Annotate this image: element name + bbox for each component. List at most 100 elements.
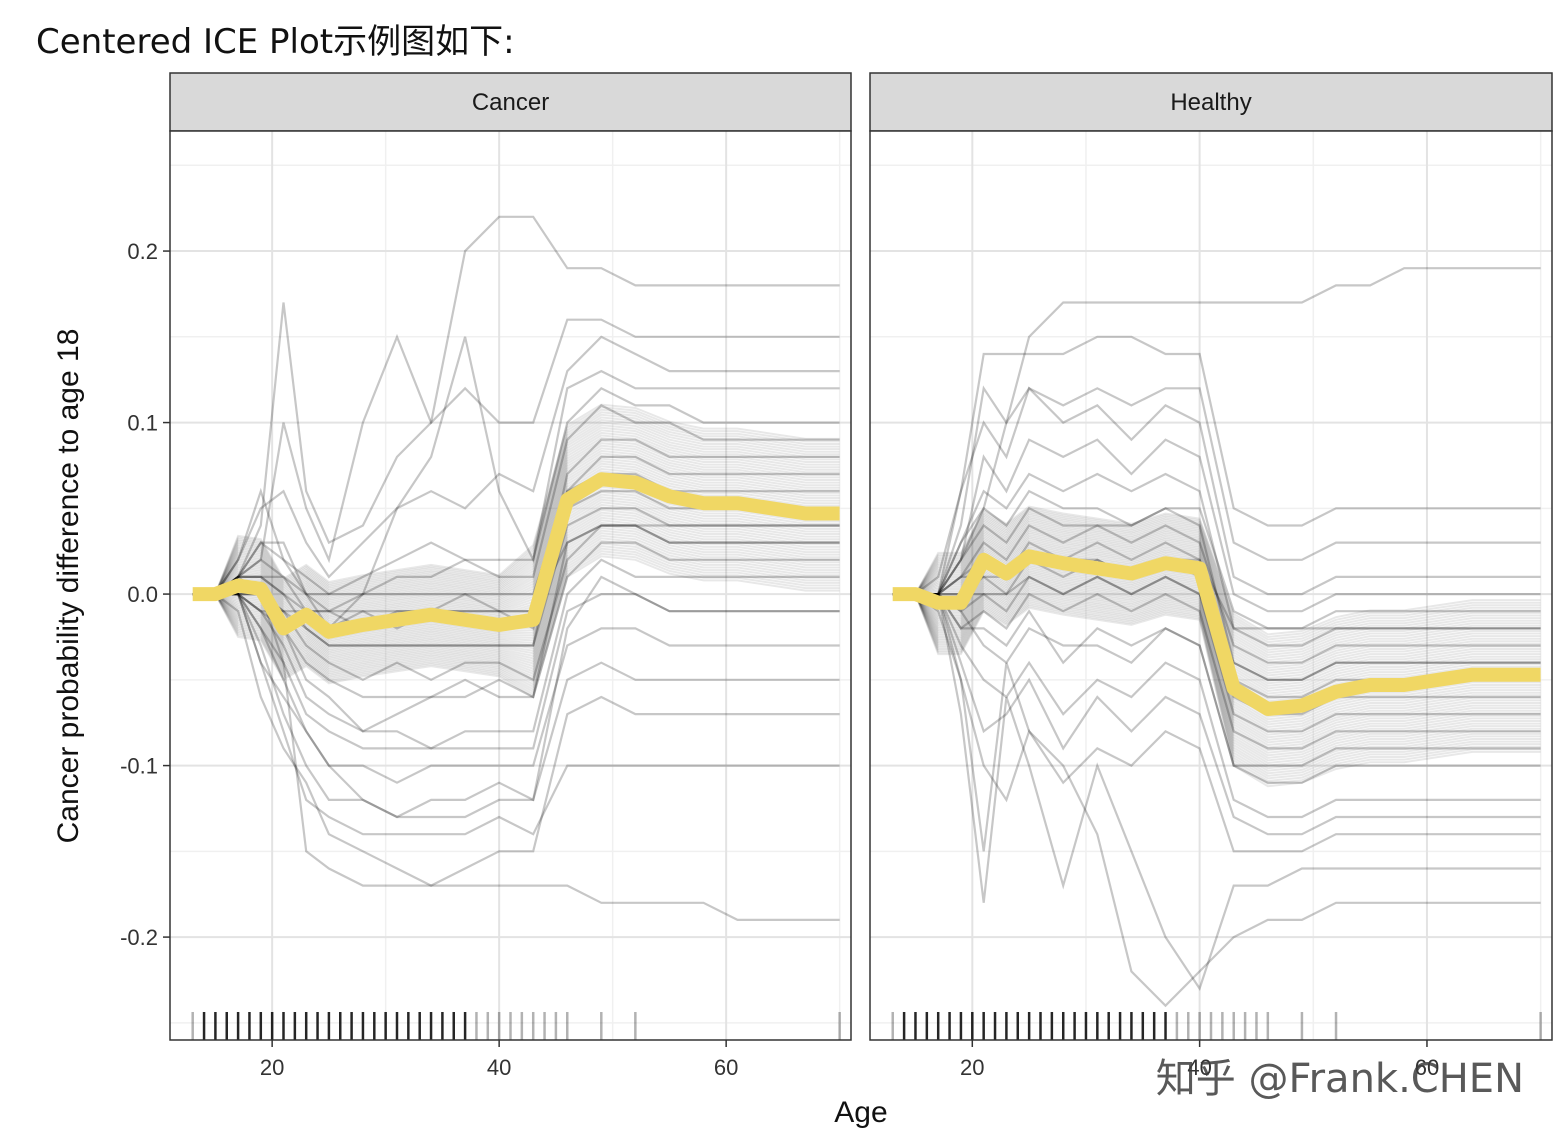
ice-curve	[892, 593, 1541, 783]
ice-curve	[192, 593, 840, 921]
ice-curve	[892, 593, 1541, 767]
ice-curve	[192, 411, 840, 596]
ice-curve	[892, 536, 1541, 682]
plot-background	[170, 131, 851, 1040]
ice-curve	[892, 589, 1541, 762]
ice-curve	[192, 418, 840, 596]
ice-curve	[892, 524, 1541, 664]
ice-curve	[192, 532, 840, 676]
ice-curve	[192, 519, 840, 663]
ice-curve	[892, 577, 1541, 744]
ice-curve	[192, 539, 840, 683]
ice-curve	[892, 582, 1541, 752]
ice-curve	[892, 529, 1541, 672]
average-ice-curve	[192, 472, 840, 639]
ice-curve	[892, 593, 1541, 784]
ice-curve	[892, 586, 1541, 757]
facet-panel-cancer: Cancer 20 40 60 0.2 0.1 0.0 -0.1 -0.2	[120, 72, 852, 1080]
ice-curve	[892, 592, 1541, 750]
ice-curve	[192, 558, 840, 750]
ice-curve	[192, 429, 840, 601]
ice-curve	[892, 575, 1541, 741]
ice-curve	[892, 574, 1541, 739]
ice-curve	[192, 593, 840, 819]
ice-curve	[192, 215, 840, 596]
ice-curve	[892, 593, 1541, 770]
ice-curve	[192, 449, 840, 614]
ice-curve	[192, 455, 840, 647]
ice-curve	[192, 593, 840, 784]
ice-curve	[192, 421, 840, 596]
ice-curve	[892, 532, 1541, 677]
ice-curve	[892, 515, 1541, 651]
x-tick-label: 40	[1187, 1055, 1211, 1080]
ice-curve	[892, 593, 1541, 772]
ice-curve	[192, 506, 840, 652]
ice-curve	[892, 505, 1541, 636]
ice-curve	[892, 527, 1541, 669]
ice-curve	[192, 426, 840, 599]
ice-curve	[892, 520, 1541, 659]
ice-curve	[892, 386, 1541, 596]
x-tick-label: 20	[960, 1055, 984, 1080]
ice-curve	[192, 521, 840, 665]
ice-curve	[192, 503, 840, 651]
ice-curve	[192, 526, 840, 670]
ice-curve	[192, 406, 840, 596]
ice-curve	[892, 593, 1541, 836]
ice-curve	[892, 472, 1541, 647]
ice-curve	[192, 335, 840, 596]
facet-strip	[869, 72, 1553, 132]
ice-curve	[892, 385, 1541, 596]
ice-curve	[192, 545, 840, 689]
ice-curve	[192, 404, 840, 613]
ice-curve	[892, 587, 1541, 759]
ice-curve	[892, 579, 1541, 747]
ice-curve	[192, 452, 840, 616]
panel-border	[169, 130, 852, 1041]
x-axis-title: Age	[834, 1096, 887, 1129]
ice-curve	[892, 581, 1541, 749]
x-tick-label: 20	[260, 1055, 284, 1080]
ice-curve	[192, 438, 840, 631]
ice-curve	[192, 508, 840, 654]
ice-curve	[192, 454, 840, 618]
ice-curve	[892, 593, 1541, 819]
ice-curve	[192, 524, 840, 668]
y-tick-label: 0.1	[127, 411, 158, 436]
ice-curve	[892, 508, 1541, 641]
ice-curve	[892, 593, 1541, 1008]
ice-curve	[192, 542, 840, 686]
y-tick-label: -0.1	[120, 754, 158, 779]
average-ice-curve	[892, 549, 1541, 716]
ice-curve	[192, 501, 840, 649]
ice-curve	[892, 531, 1541, 675]
zhihu-watermark: 知乎 @Frank.CHEN	[1155, 1056, 1524, 1102]
ice-curve	[892, 519, 1541, 657]
ice-curve	[192, 550, 840, 694]
ice-curve	[192, 547, 840, 691]
ice-curve	[892, 593, 1541, 777]
ice-curve	[192, 575, 840, 819]
ice-curve	[892, 526, 1541, 667]
ice-curve	[192, 552, 840, 696]
y-tick-label: 0.2	[127, 239, 158, 264]
y-tick-label: 0.0	[127, 582, 158, 607]
facet-panel-healthy: Healthy 20 40 60	[869, 72, 1553, 1080]
ice-curve	[192, 511, 840, 656]
ice-curve	[892, 534, 1541, 680]
x-tick-label: 40	[487, 1055, 511, 1080]
ice-curve	[892, 572, 1541, 736]
x-tick-label: 60	[1415, 1055, 1439, 1080]
ice-curve	[192, 403, 840, 596]
ice-curve	[892, 584, 1541, 754]
ice-curve	[892, 267, 1541, 596]
y-axis-title: Cancer probability difference to age 18	[52, 329, 85, 844]
facet-strip-label: Healthy	[1170, 89, 1251, 116]
y-tick-label: -0.2	[120, 925, 158, 950]
facet-strip-label: Cancer	[472, 89, 549, 116]
ice-curve	[192, 529, 840, 673]
ice-curve	[892, 510, 1541, 644]
ice-curve	[192, 442, 840, 609]
ice-curve	[192, 534, 840, 678]
